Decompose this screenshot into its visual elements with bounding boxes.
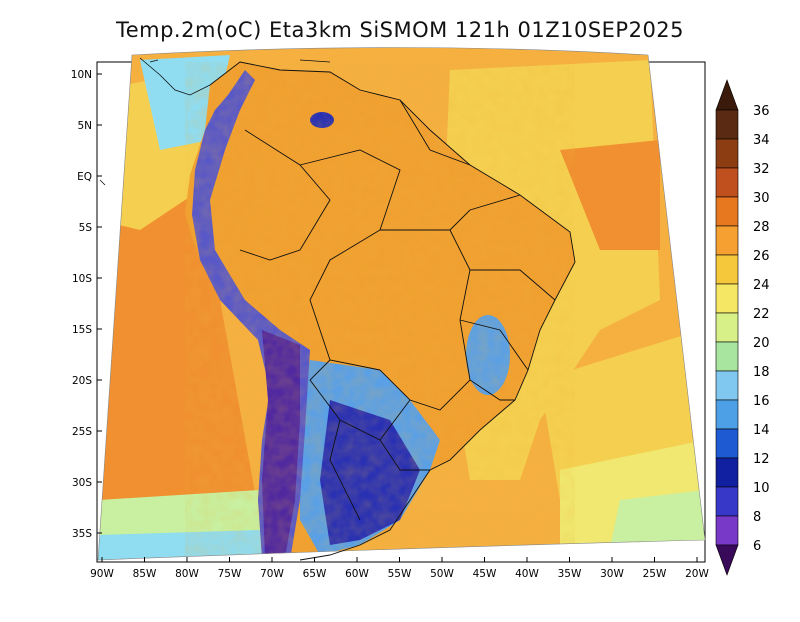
- pac-hot-region: [120, 270, 220, 360]
- lon-label: 60W: [345, 568, 369, 580]
- pac-coldest-region: [98, 530, 270, 560]
- atl-cold-region: [610, 490, 705, 548]
- colorbar-label: 26: [753, 249, 770, 264]
- colorbar-swatch: [715, 283, 739, 314]
- colorbar-swatch: [715, 370, 739, 401]
- colorbar-swatch: [715, 486, 739, 517]
- temperature-field: [98, 47, 705, 560]
- colorbar-swatch: [715, 109, 739, 140]
- colorbar-label: 12: [753, 452, 770, 467]
- lon-label: 90W: [90, 568, 114, 580]
- colorbar-label: 16: [753, 394, 770, 409]
- lon-label: 80W: [175, 568, 199, 580]
- lat-label: 20S: [72, 375, 92, 387]
- lat-label: EQ: [77, 171, 92, 183]
- lon-label: 45W: [473, 568, 497, 580]
- lat-label: 5S: [79, 222, 93, 234]
- lat-label: 25S: [72, 426, 92, 438]
- caribbean-coast: [99, 57, 331, 186]
- lat-label: 10N: [71, 69, 92, 81]
- colorbar-swatch: [715, 254, 739, 285]
- map-title: Temp.2m(oC) Eta3km SiSMOM 121h 01Z10SEP2…: [115, 18, 685, 42]
- colorbar-min-arrow: [715, 544, 739, 576]
- colorbar-label: 18: [753, 365, 770, 380]
- country-borders: [209, 61, 576, 561]
- lon-label: 65W: [303, 568, 327, 580]
- colorbar-label: 24: [753, 278, 770, 293]
- colorbar-label: 30: [753, 191, 770, 206]
- atl-hot-region: [560, 140, 660, 250]
- colorbar-swatch: [715, 341, 739, 372]
- colorbar-swatch: [715, 515, 739, 546]
- pac-warm-region: [98, 180, 260, 540]
- lat-label: 15S: [72, 324, 92, 336]
- lon-label: 25W: [643, 568, 667, 580]
- longitude-axis: 90W 85W 80W 75W 70W 65W 60W 55W 50W 45W 40W 35W 30W 2…: [90, 557, 709, 580]
- lon-label: 70W: [260, 568, 284, 580]
- lat-label: 5N: [77, 120, 92, 132]
- colorbar-label: 22: [753, 307, 770, 322]
- colorbar-swatch: [715, 457, 739, 488]
- colorbar-swatch: [715, 138, 739, 169]
- lon-label: 20W: [685, 568, 709, 580]
- colorbar-label: 6: [753, 539, 761, 554]
- colorbar-label: 32: [753, 162, 770, 177]
- lat-label: 30S: [72, 477, 92, 489]
- colorbar-label: 36: [753, 104, 770, 119]
- domain-outline: [97, 47, 706, 561]
- colorbar-swatch: [715, 399, 739, 430]
- lon-label: 85W: [133, 568, 157, 580]
- lon-label: 50W: [430, 568, 454, 580]
- colorbar-label: 8: [753, 510, 761, 525]
- lon-label: 30W: [600, 568, 624, 580]
- colorbar-label: 14: [753, 423, 770, 438]
- colorbar-swatch: [715, 312, 739, 343]
- lon-label: 55W: [388, 568, 412, 580]
- colorbar-label: 34: [753, 133, 770, 148]
- lat-label: 35S: [72, 528, 92, 540]
- lon-label: 75W: [218, 568, 242, 580]
- colorbar-label: 10: [753, 481, 770, 496]
- lat-label: 10S: [72, 273, 92, 285]
- colorbar-swatch: [715, 167, 739, 198]
- colorbar: 36 34 32 30 28 26 24 22 20 18 16 14 12 10 8 6: [715, 79, 770, 576]
- lon-label: 35W: [558, 568, 582, 580]
- lon-label: 40W: [515, 568, 539, 580]
- colorbar-swatch: [715, 196, 739, 227]
- colorbar-max-arrow: [715, 79, 739, 111]
- colorbar-swatch: [715, 225, 739, 256]
- colorbar-label: 20: [753, 336, 770, 351]
- latitude-axis: 10N 5N EQ 5S 10S 15S 20S 25S 30S 35S: [71, 69, 102, 540]
- colorbar-label: 28: [753, 220, 770, 235]
- colorbar-swatch: [715, 428, 739, 459]
